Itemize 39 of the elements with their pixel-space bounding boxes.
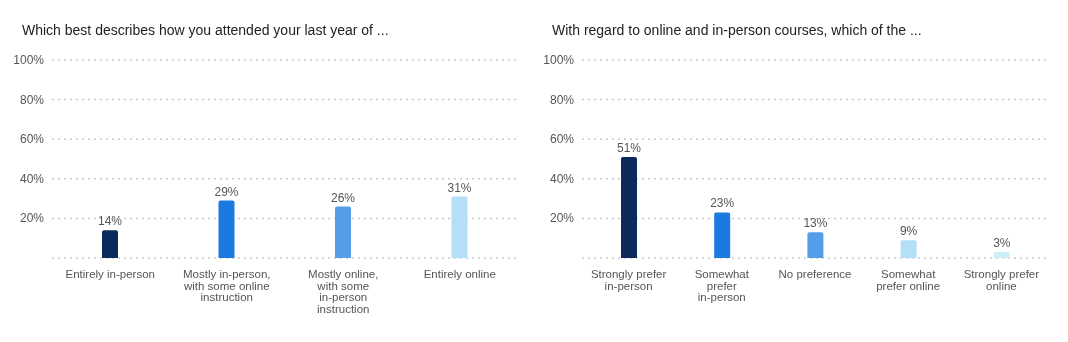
y-tick-label: 20% [549, 211, 575, 226]
x-tick-label: Mostly in-person, with some online instruction [182, 268, 271, 304]
y-tick-label: 80% [19, 92, 45, 107]
x-tick-label: Entirely online [423, 268, 496, 281]
bar [451, 196, 468, 258]
data-label: 14% [97, 214, 123, 229]
bar [807, 232, 824, 258]
data-label: 23% [710, 196, 735, 211]
y-tick-label: 80% [549, 92, 575, 107]
bar [335, 206, 351, 258]
bar [102, 230, 118, 258]
x-tick-label: Somewhat prefer online [876, 268, 941, 292]
bar [714, 212, 731, 258]
y-tick-label: 40% [549, 171, 575, 186]
bar [900, 240, 917, 258]
chart-title: With regard to online and in-person courses, which of the ... [551, 21, 923, 40]
bar [218, 200, 235, 258]
data-label: 31% [447, 180, 472, 195]
x-tick-label: Mostly online, with some in-person instruction [308, 268, 379, 315]
y-tick-label: 100% [13, 53, 45, 67]
x-tick-label: Entirely in-person [65, 268, 155, 281]
x-tick-label: Somewhat prefer in-person [694, 268, 750, 304]
x-tick-label: Strongly prefer in-person [590, 268, 667, 292]
data-label: 51% [616, 141, 642, 156]
data-label: 13% [803, 216, 828, 231]
y-tick-label: 60% [19, 132, 45, 147]
x-tick-label: No preference [778, 268, 852, 281]
y-tick-label: 20% [19, 211, 45, 226]
data-label: 26% [330, 190, 356, 205]
x-tick-label: Strongly prefer online [963, 268, 1040, 292]
data-label: 3% [993, 236, 1011, 251]
bar [993, 252, 1010, 258]
bar [621, 157, 637, 258]
y-tick-label: 40% [19, 171, 45, 186]
y-tick-label: 60% [549, 132, 575, 147]
chart-title: Which best describes how you attended your last year of ... [21, 21, 390, 40]
y-tick-label: 100% [543, 53, 575, 67]
data-label: 9% [899, 224, 918, 239]
data-label: 29% [214, 184, 239, 199]
